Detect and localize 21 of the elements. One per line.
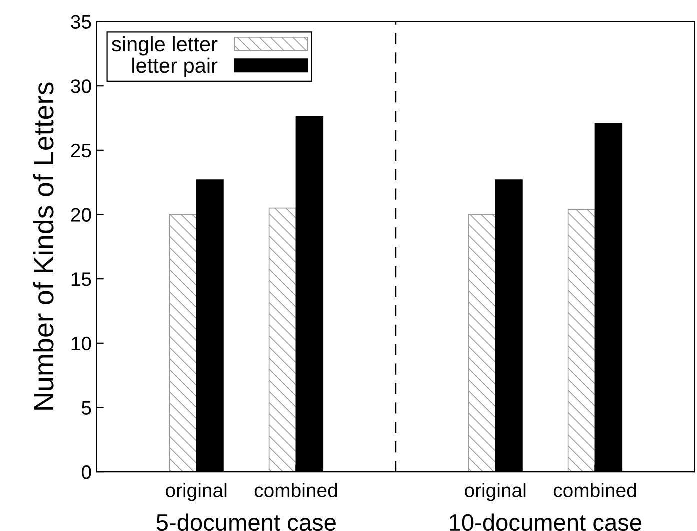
y-axis-title: Number of Kinds of Letters xyxy=(33,82,54,410)
y-tick-label: 25 xyxy=(71,144,92,158)
y-tick-label: 20 xyxy=(71,208,92,222)
bar xyxy=(568,209,596,472)
x-tick-label: original xyxy=(166,483,227,502)
y-tick-label: 0 xyxy=(82,466,92,480)
x-tick-label: combined xyxy=(254,483,338,498)
legend-label: letter pair xyxy=(132,58,218,78)
legend-label: single letter xyxy=(112,36,218,56)
y-tick-label: 15 xyxy=(72,272,92,286)
bar xyxy=(268,208,297,472)
y-tick-label: 5 xyxy=(82,401,92,415)
y-tick-label: 35 xyxy=(71,15,92,30)
bar xyxy=(169,214,197,472)
y-tick-label: 30 xyxy=(71,80,92,94)
text: 10-document case xyxy=(450,514,642,531)
x-tick-label: combined xyxy=(554,483,636,498)
bar xyxy=(468,214,496,472)
x-tick-label: original xyxy=(465,483,526,502)
y-tick-label: 10 xyxy=(72,336,92,351)
text: 5-document case xyxy=(156,514,336,531)
